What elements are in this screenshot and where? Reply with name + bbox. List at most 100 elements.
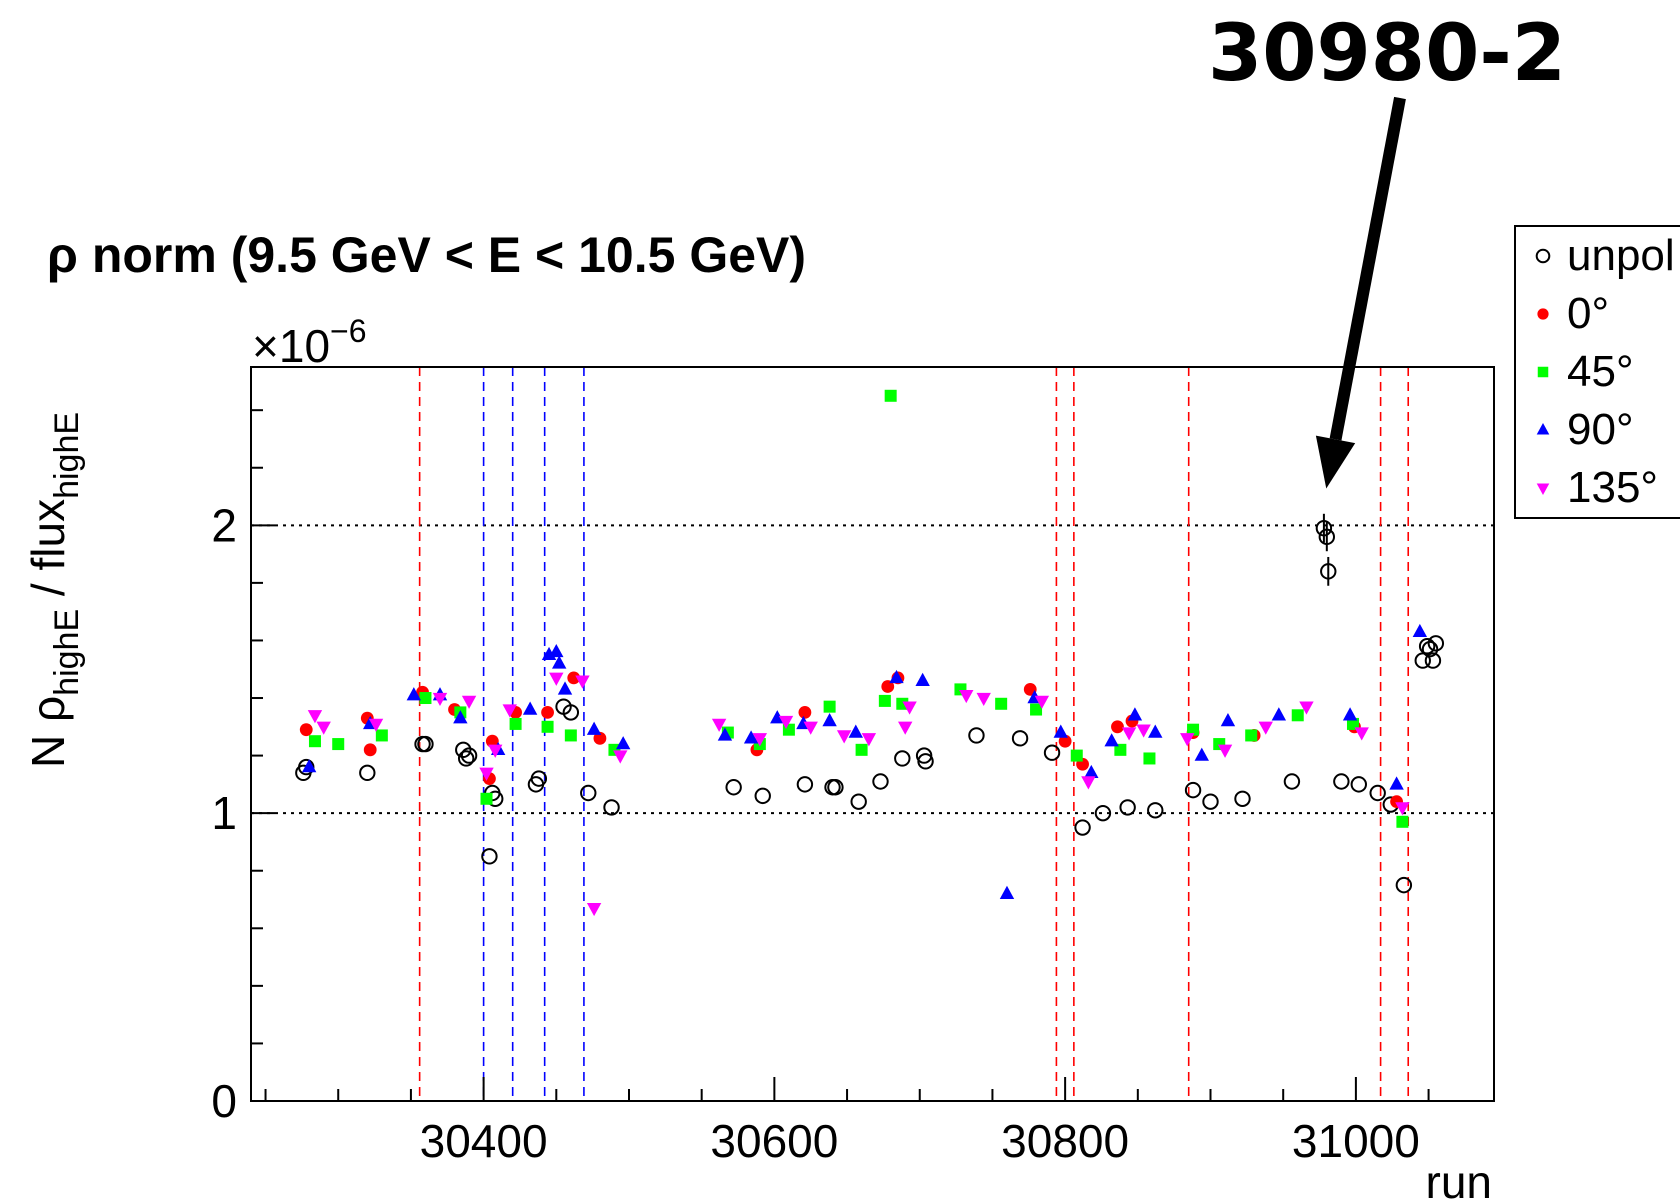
data-point — [549, 672, 564, 686]
annotation-arrow-shaft — [1329, 96, 1406, 441]
y-label-mid: / flux — [22, 499, 74, 609]
data-point — [1396, 815, 1409, 828]
data-point — [1084, 764, 1099, 779]
data-point — [850, 793, 867, 810]
legend-label: 45° — [1567, 347, 1634, 396]
data-point — [889, 669, 904, 684]
data-point — [752, 733, 768, 747]
series-0 — [295, 519, 1445, 894]
annotation-arrow-head — [1315, 435, 1356, 489]
data-point — [827, 779, 844, 796]
data-point — [1180, 733, 1195, 747]
y-label-sub2: highE — [48, 412, 86, 499]
data-point — [1271, 707, 1287, 721]
data-point — [1421, 640, 1439, 658]
data-point — [711, 718, 727, 732]
data-point — [586, 902, 602, 917]
x-tick-label: 31000 — [1292, 1115, 1420, 1167]
svg-text:N ρhighE / fluxhighE: N ρhighE / fluxhighE — [22, 412, 86, 768]
data-point — [823, 700, 836, 713]
data-point — [1187, 723, 1200, 736]
data-point — [1245, 729, 1258, 742]
legend-box — [1514, 225, 1680, 519]
legend-marker — [1537, 308, 1549, 320]
y-label-prefix: N ρ — [22, 696, 74, 768]
data-point — [308, 735, 321, 748]
data-point — [1389, 776, 1404, 790]
data-point — [1043, 744, 1061, 761]
data-point — [1184, 781, 1202, 799]
data-point — [855, 743, 868, 756]
data-point — [1369, 784, 1386, 802]
y-tick-label: 2 — [211, 499, 237, 551]
series-3 — [301, 623, 1428, 899]
data-point — [522, 701, 538, 715]
tick-labels: 30400 30600 30800 31000 0 1 2 — [211, 499, 1419, 1167]
data-point — [375, 729, 388, 742]
data-point — [861, 733, 877, 747]
data-point — [603, 799, 620, 816]
data-point — [898, 721, 913, 735]
data-points — [295, 389, 1445, 917]
data-point — [1143, 752, 1156, 765]
data-point — [1333, 773, 1350, 790]
y-multiplier: ×10−6 — [252, 313, 367, 372]
data-point — [455, 741, 472, 759]
data-point — [1094, 804, 1112, 822]
data-point — [803, 721, 818, 735]
data-point — [1395, 876, 1413, 894]
data-point — [1058, 734, 1072, 748]
data-point — [717, 727, 733, 741]
data-point — [359, 764, 376, 782]
data-point — [586, 721, 602, 735]
data-point — [488, 744, 503, 758]
data-point — [1136, 724, 1151, 738]
data-point — [1418, 638, 1436, 655]
data-point — [1070, 749, 1083, 762]
annotation-arrow — [1315, 96, 1406, 489]
axis-ticks — [251, 409, 1430, 1102]
data-point — [1346, 717, 1359, 730]
data-point — [316, 721, 331, 735]
y-axis-label: N ρhighE / fluxhighE — [22, 412, 86, 768]
data-point — [1291, 709, 1304, 722]
data-point — [1114, 743, 1127, 756]
data-point — [1081, 776, 1096, 790]
data-point — [580, 784, 597, 802]
data-point — [902, 701, 917, 715]
data-point — [995, 697, 1008, 710]
data-point — [872, 773, 889, 790]
data-point — [1283, 773, 1301, 790]
data-point — [417, 735, 434, 753]
series-2 — [308, 389, 1409, 828]
data-point — [1121, 727, 1137, 741]
data-point — [1111, 720, 1124, 734]
legend-label: unpol — [1567, 231, 1675, 280]
y-multiplier-base: ×10 — [252, 320, 330, 372]
legend-marker — [1536, 483, 1550, 495]
data-point — [301, 759, 317, 773]
data-point — [1342, 707, 1358, 721]
data-point — [1350, 776, 1367, 793]
x-tick-label: 30400 — [420, 1115, 548, 1167]
data-point — [1127, 707, 1143, 721]
data-point — [778, 715, 794, 730]
data-point — [1034, 695, 1050, 709]
data-point — [917, 753, 934, 770]
data-point — [453, 710, 468, 724]
data-point — [363, 743, 377, 757]
data-point — [593, 731, 607, 745]
data-point — [509, 717, 522, 730]
data-point — [1414, 652, 1431, 669]
data-point — [479, 767, 494, 781]
series-1 — [299, 671, 1403, 809]
data-point — [878, 694, 891, 707]
data-point — [848, 724, 863, 738]
data-point — [1202, 793, 1219, 810]
data-point — [968, 727, 985, 744]
reference-lines — [251, 524, 1494, 815]
data-point — [1299, 701, 1314, 715]
legend-marker — [1537, 366, 1549, 378]
data-point — [959, 689, 974, 704]
